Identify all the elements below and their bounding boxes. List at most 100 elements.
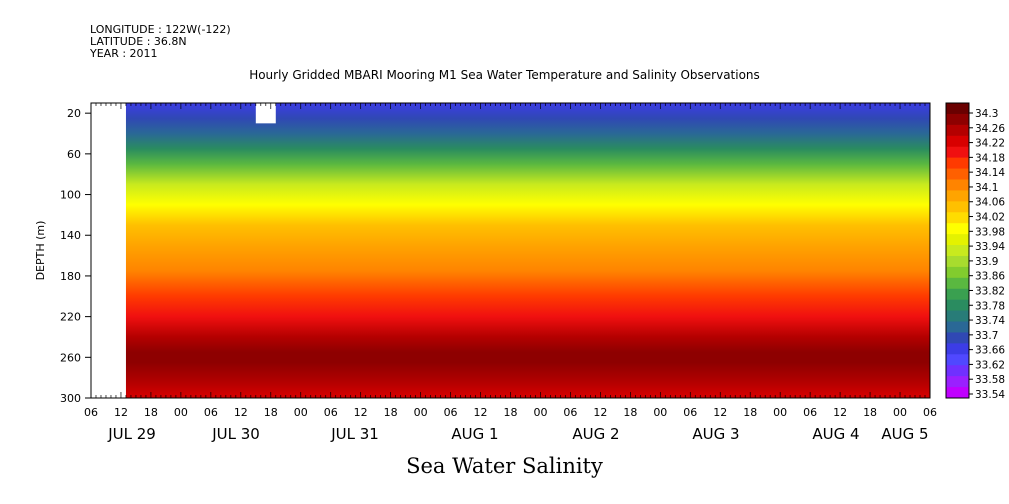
colorbar-label: 33.7 xyxy=(975,330,998,342)
colorbar-label: 33.82 xyxy=(975,285,1005,297)
y-tick-label: 100 xyxy=(60,189,81,202)
colorbar-label: 34.02 xyxy=(975,212,1005,224)
x-date-label: AUG 3 xyxy=(692,425,739,443)
x-tick-label: 18 xyxy=(384,406,398,419)
x-tick-label: 12 xyxy=(713,406,727,419)
colorbar-swatch xyxy=(946,376,969,388)
no-data-region-1 xyxy=(255,103,276,124)
x-tick-label: 12 xyxy=(114,406,128,419)
colorbar-swatch xyxy=(946,310,969,323)
salinity-field xyxy=(91,103,930,398)
colorbar-swatch xyxy=(946,113,969,126)
colorbar-swatch xyxy=(946,266,969,279)
colorbar-swatch xyxy=(946,354,969,366)
longitude-label: LONGITUDE : 122W(-122) xyxy=(90,23,231,36)
colorbar-label: 34.14 xyxy=(975,167,1005,179)
variable-title: Sea Water Salinity xyxy=(406,454,603,478)
colorbar-label: 33.98 xyxy=(975,226,1005,238)
y-tick-label: 300 xyxy=(60,392,81,405)
colorbar-swatch xyxy=(946,245,969,257)
x-tick-label: 06 xyxy=(563,406,577,419)
colorbar-label: 34.1 xyxy=(975,182,998,194)
colorbar-label: 34.06 xyxy=(975,197,1005,209)
colorbar-swatch xyxy=(946,223,969,235)
x-tick-label: 06 xyxy=(324,406,338,419)
x-tick-label: 06 xyxy=(444,406,458,419)
x-tick-label: 00 xyxy=(174,406,188,419)
y-tick-label: 20 xyxy=(67,107,81,120)
colorbar-swatch xyxy=(946,146,969,159)
x-tick-label: 00 xyxy=(653,406,667,419)
colorbar-swatch xyxy=(946,135,969,148)
y-tick-label: 180 xyxy=(60,270,81,283)
plot-area xyxy=(91,103,930,398)
y-tick-label: 60 xyxy=(67,148,81,161)
colorbar-label: 33.62 xyxy=(975,359,1005,371)
colorbar-swatch xyxy=(946,365,969,377)
colorbar-label: 34.26 xyxy=(975,123,1005,135)
x-tick-label: 06 xyxy=(204,406,218,419)
x-tick-label: 00 xyxy=(893,406,907,419)
latitude-label: LATITUDE : 36.8N xyxy=(90,35,187,48)
x-tick-label: 12 xyxy=(354,406,368,419)
x-tick-label: 18 xyxy=(144,406,158,419)
no-data-region-0 xyxy=(91,103,126,398)
x-tick-label: 18 xyxy=(264,406,278,419)
x-tick-label: 06 xyxy=(84,406,98,419)
colorbar-swatch xyxy=(946,277,969,290)
colorbar-swatch xyxy=(946,157,969,170)
colorbar-swatch xyxy=(946,168,969,180)
colorbar-label: 34.22 xyxy=(975,138,1005,150)
x-tick-label: 12 xyxy=(474,406,488,419)
x-tick-label: 00 xyxy=(773,406,787,419)
x-tick-label: 18 xyxy=(504,406,518,419)
x-tick-label: 00 xyxy=(414,406,428,419)
colorbar-label: 33.74 xyxy=(975,315,1005,327)
x-tick-label: 06 xyxy=(683,406,697,419)
colorbar-swatch xyxy=(946,387,969,399)
y-tick-label: 140 xyxy=(60,229,81,242)
colorbar: 34.3 34.26 34.22 34.18 34.14 34.1 34.06 34.02 33… xyxy=(945,102,1005,401)
colorbar-label: 33.58 xyxy=(975,374,1005,386)
colorbar-swatch xyxy=(946,255,969,268)
colorbar-label: 33.54 xyxy=(975,389,1005,401)
colorbar-swatch xyxy=(946,332,969,344)
x-tick-label: 06 xyxy=(923,406,937,419)
colorbar-swatch xyxy=(946,212,969,224)
x-tick-label: 00 xyxy=(533,406,547,419)
colorbar-swatch xyxy=(946,103,969,115)
colorbar-label: 33.9 xyxy=(975,256,998,268)
chart-title: Hourly Gridded MBARI Mooring M1 Sea Wate… xyxy=(249,68,760,82)
x-date-label: JUL 29 xyxy=(107,425,156,443)
colorbar-swatch xyxy=(946,299,969,312)
colorbar-swatch xyxy=(946,190,969,202)
colorbar-swatch xyxy=(946,179,969,191)
y-tick-label: 260 xyxy=(60,351,81,364)
y-tick-label: 220 xyxy=(60,311,81,324)
y-axis-label: DEPTH (m) xyxy=(34,221,47,281)
colorbar-swatch xyxy=(946,343,969,355)
x-tick-label: 18 xyxy=(743,406,757,419)
colorbar-label: 34.3 xyxy=(975,108,998,120)
x-date-label: AUG 1 xyxy=(451,425,498,443)
colorbar-swatch xyxy=(946,288,969,301)
x-date-label: AUG 5 xyxy=(881,425,928,443)
x-date-label: AUG 4 xyxy=(812,425,859,443)
x-tick-label: 12 xyxy=(234,406,248,419)
year-label: YEAR : 2011 xyxy=(90,47,158,60)
x-tick-label: 18 xyxy=(863,406,877,419)
axes: 20 60 100 140 180 220 260 300 DEPTH (m) 06 12 18 00 0… xyxy=(34,102,937,443)
x-date-label: JUL 30 xyxy=(211,425,260,443)
colorbar-swatch xyxy=(946,201,969,213)
x-tick-label: 12 xyxy=(833,406,847,419)
x-tick-label: 00 xyxy=(294,406,308,419)
x-tick-label: 06 xyxy=(803,406,817,419)
x-tick-label: 12 xyxy=(593,406,607,419)
colorbar-label: 33.94 xyxy=(975,241,1005,253)
colorbar-swatch xyxy=(946,321,969,333)
x-date-label: AUG 2 xyxy=(572,425,619,443)
colorbar-label: 34.18 xyxy=(975,152,1005,164)
colorbar-swatch xyxy=(946,234,969,246)
colorbar-frame xyxy=(945,102,970,399)
